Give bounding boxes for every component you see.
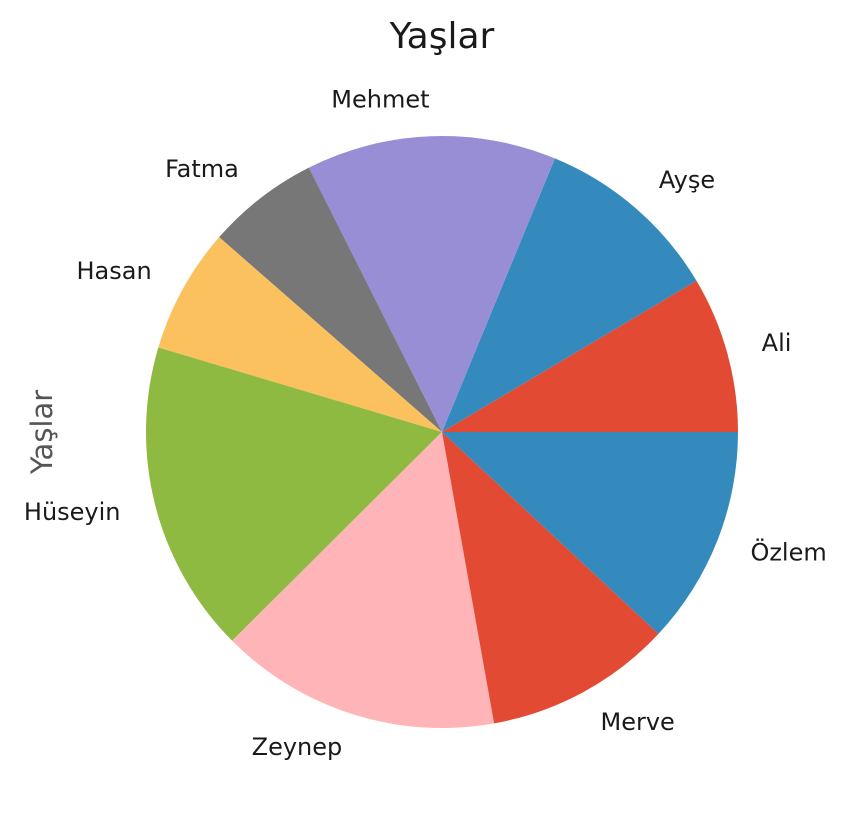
pie-label-hasan: Hasan — [77, 257, 152, 285]
pie-label-merve: Merve — [601, 708, 675, 736]
pie-slice-zeynep — [232, 432, 495, 728]
pie-slice-hasan — [158, 237, 442, 432]
pie-label-fatma: Fatma — [165, 155, 239, 183]
y-axis-label: Yaşlar — [25, 390, 59, 475]
pie-slice-merve — [442, 432, 659, 724]
pie-label-hüseyin: Hüseyin — [24, 498, 121, 526]
pie-slice-hüseyin — [146, 347, 442, 641]
pie-slice-özlem — [442, 432, 738, 634]
pie-labels: Ali Ayşe Mehmet Fatma Hasan Hüseyin Zeynep Merv… — [24, 86, 827, 761]
pie-slice-fatma — [219, 167, 442, 432]
pie-label-özlem: Özlem — [750, 538, 826, 567]
pie-label-ali: Ali — [762, 329, 792, 357]
pie-label-ayşe: Ayşe — [659, 166, 715, 194]
pie-slices — [146, 136, 738, 728]
pie-label-mehmet: Mehmet — [331, 86, 429, 114]
pie-slice-ali — [442, 280, 738, 432]
pie-slice-ayşe — [442, 158, 697, 432]
pie-slice-mehmet — [308, 136, 555, 432]
chart-title: Yaşlar — [389, 16, 495, 57]
pie-label-zeynep: Zeynep — [252, 733, 343, 761]
